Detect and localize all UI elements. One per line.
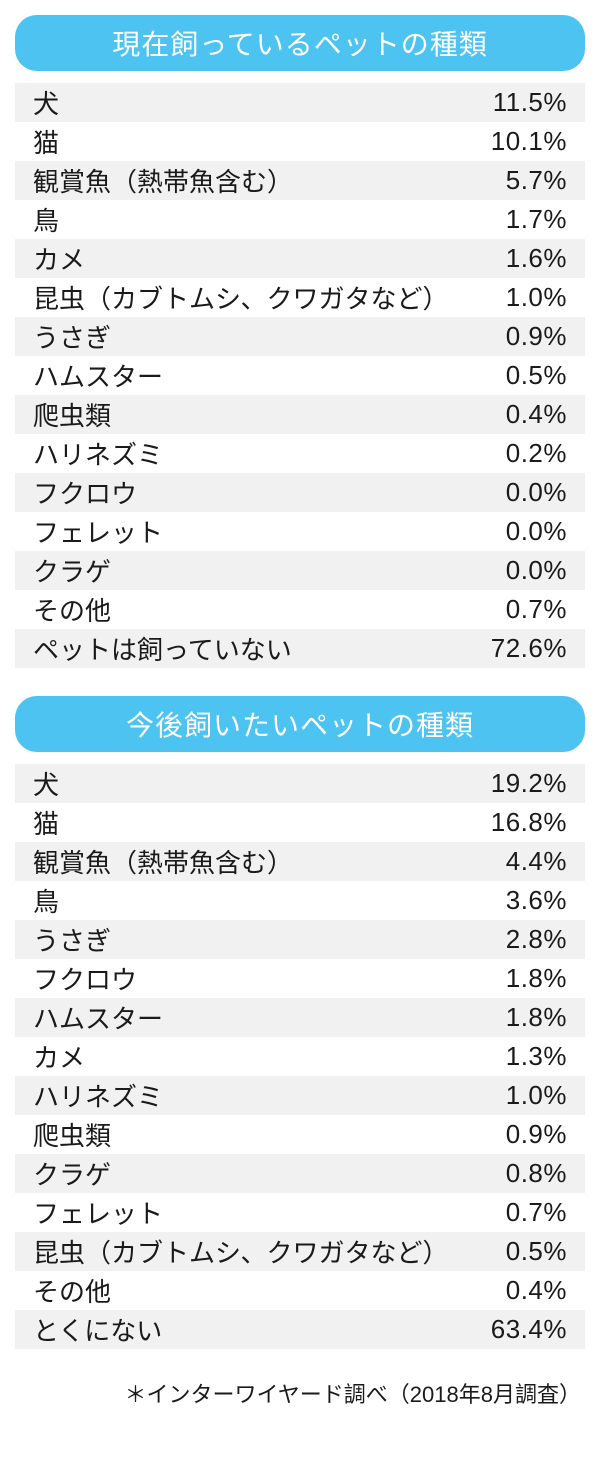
row-value: 0.4% — [457, 1275, 567, 1306]
row-label: 猫 — [33, 804, 59, 841]
row-label: 昆虫（カブトムシ、クワガタなど） — [33, 279, 448, 316]
row-label: カメ — [33, 240, 85, 277]
table-row: 犬 19.2% — [15, 764, 585, 803]
table-row: 鳥 1.7% — [15, 200, 585, 239]
row-label: ハムスター — [33, 999, 163, 1036]
row-value: 0.5% — [457, 360, 567, 391]
row-value: 72.6% — [457, 633, 567, 664]
row-label: 爬虫類 — [33, 1116, 111, 1153]
row-value: 0.0% — [457, 555, 567, 586]
row-value: 0.0% — [457, 477, 567, 508]
table-row: フクロウ 0.0% — [15, 473, 585, 512]
table-row: 昆虫（カブトムシ、クワガタなど） 0.5% — [15, 1232, 585, 1271]
row-value: 0.9% — [457, 1119, 567, 1150]
row-value: 0.2% — [457, 438, 567, 469]
table-title: 今後飼いたいペットの種類 — [15, 696, 585, 752]
table-row: 観賞魚（熱帯魚含む） 5.7% — [15, 161, 585, 200]
row-value: 0.8% — [457, 1158, 567, 1189]
row-value: 1.3% — [457, 1041, 567, 1072]
row-value: 0.5% — [457, 1236, 567, 1267]
table-row: 観賞魚（熱帯魚含む） 4.4% — [15, 842, 585, 881]
row-label: フェレット — [33, 1194, 163, 1231]
row-label: カメ — [33, 1038, 85, 1075]
row-label: ハムスター — [33, 357, 163, 394]
row-label: クラゲ — [33, 552, 111, 589]
row-value: 0.9% — [457, 321, 567, 352]
table-row: フクロウ 1.8% — [15, 959, 585, 998]
table-row: カメ 1.6% — [15, 239, 585, 278]
row-value: 11.5% — [457, 87, 567, 118]
table-row: ハムスター 0.5% — [15, 356, 585, 395]
row-label: ハリネズミ — [33, 435, 163, 472]
row-label: 鳥 — [33, 882, 59, 919]
table-row: カメ 1.3% — [15, 1037, 585, 1076]
table-row: うさぎ 2.8% — [15, 920, 585, 959]
table-row: うさぎ 0.9% — [15, 317, 585, 356]
row-value: 2.8% — [457, 924, 567, 955]
table-row: その他 0.7% — [15, 590, 585, 629]
row-value: 63.4% — [457, 1314, 567, 1345]
row-label: 爬虫類 — [33, 396, 111, 433]
row-label: その他 — [33, 591, 111, 628]
row-label: 犬 — [33, 765, 59, 802]
row-label: 観賞魚（熱帯魚含む） — [33, 162, 293, 199]
table-row: その他 0.4% — [15, 1271, 585, 1310]
row-value: 0.7% — [457, 1197, 567, 1228]
row-value: 1.8% — [457, 1002, 567, 1033]
row-value: 3.6% — [457, 885, 567, 916]
row-value: 19.2% — [457, 768, 567, 799]
table-row: クラゲ 0.0% — [15, 551, 585, 590]
row-label: クラゲ — [33, 1155, 111, 1192]
row-value: 10.1% — [457, 126, 567, 157]
table-row: ハリネズミ 0.2% — [15, 434, 585, 473]
row-value: 1.7% — [457, 204, 567, 235]
row-label: うさぎ — [33, 318, 111, 355]
table-row: フェレット 0.7% — [15, 1193, 585, 1232]
row-label: その他 — [33, 1272, 111, 1309]
table-row: 猫 10.1% — [15, 122, 585, 161]
row-value: 0.4% — [457, 399, 567, 430]
row-value: 5.7% — [457, 165, 567, 196]
table-row: ペットは飼っていない 72.6% — [15, 629, 585, 668]
pet-current-table: 犬 11.5% 猫 10.1% 観賞魚（熱帯魚含む） 5.7% 鳥 1.7% カメ 1.6% 昆虫（… — [15, 83, 585, 668]
pet-future-table: 犬 19.2% 猫 16.8% 観賞魚（熱帯魚含む） 4.4% 鳥 3.6% うさぎ 2.8% フク… — [15, 764, 585, 1349]
row-value: 16.8% — [457, 807, 567, 838]
table-row: ハリネズミ 1.0% — [15, 1076, 585, 1115]
row-label: 猫 — [33, 123, 59, 160]
row-label: フェレット — [33, 513, 163, 550]
row-label: フクロウ — [33, 474, 137, 511]
row-label: 犬 — [33, 84, 59, 121]
table-row: ハムスター 1.8% — [15, 998, 585, 1037]
row-value: 1.6% — [457, 243, 567, 274]
row-label: フクロウ — [33, 960, 137, 997]
table-row: 爬虫類 0.4% — [15, 395, 585, 434]
table-row: 犬 11.5% — [15, 83, 585, 122]
row-value: 1.8% — [457, 963, 567, 994]
row-label: うさぎ — [33, 921, 111, 958]
row-label: ペットは飼っていない — [33, 630, 292, 667]
row-value: 0.0% — [457, 516, 567, 547]
row-label: とくにない — [33, 1311, 162, 1348]
table-row: 爬虫類 0.9% — [15, 1115, 585, 1154]
table-title: 現在飼っているペットの種類 — [15, 15, 585, 71]
table-row: 鳥 3.6% — [15, 881, 585, 920]
table-row: とくにない 63.4% — [15, 1310, 585, 1349]
table-row: クラゲ 0.8% — [15, 1154, 585, 1193]
source-note: ＊インターワイヤード調べ（2018年8月調査） — [15, 1377, 585, 1409]
row-value: 0.7% — [457, 594, 567, 625]
table-row: 昆虫（カブトムシ、クワガタなど） 1.0% — [15, 278, 585, 317]
row-value: 1.0% — [457, 1080, 567, 1111]
table-row: フェレット 0.0% — [15, 512, 585, 551]
row-label: ハリネズミ — [33, 1077, 163, 1114]
row-value: 1.0% — [457, 282, 567, 313]
row-label: 鳥 — [33, 201, 59, 238]
table-row: 猫 16.8% — [15, 803, 585, 842]
row-label: 昆虫（カブトムシ、クワガタなど） — [33, 1233, 448, 1270]
row-label: 観賞魚（熱帯魚含む） — [33, 843, 293, 880]
row-value: 4.4% — [457, 846, 567, 877]
